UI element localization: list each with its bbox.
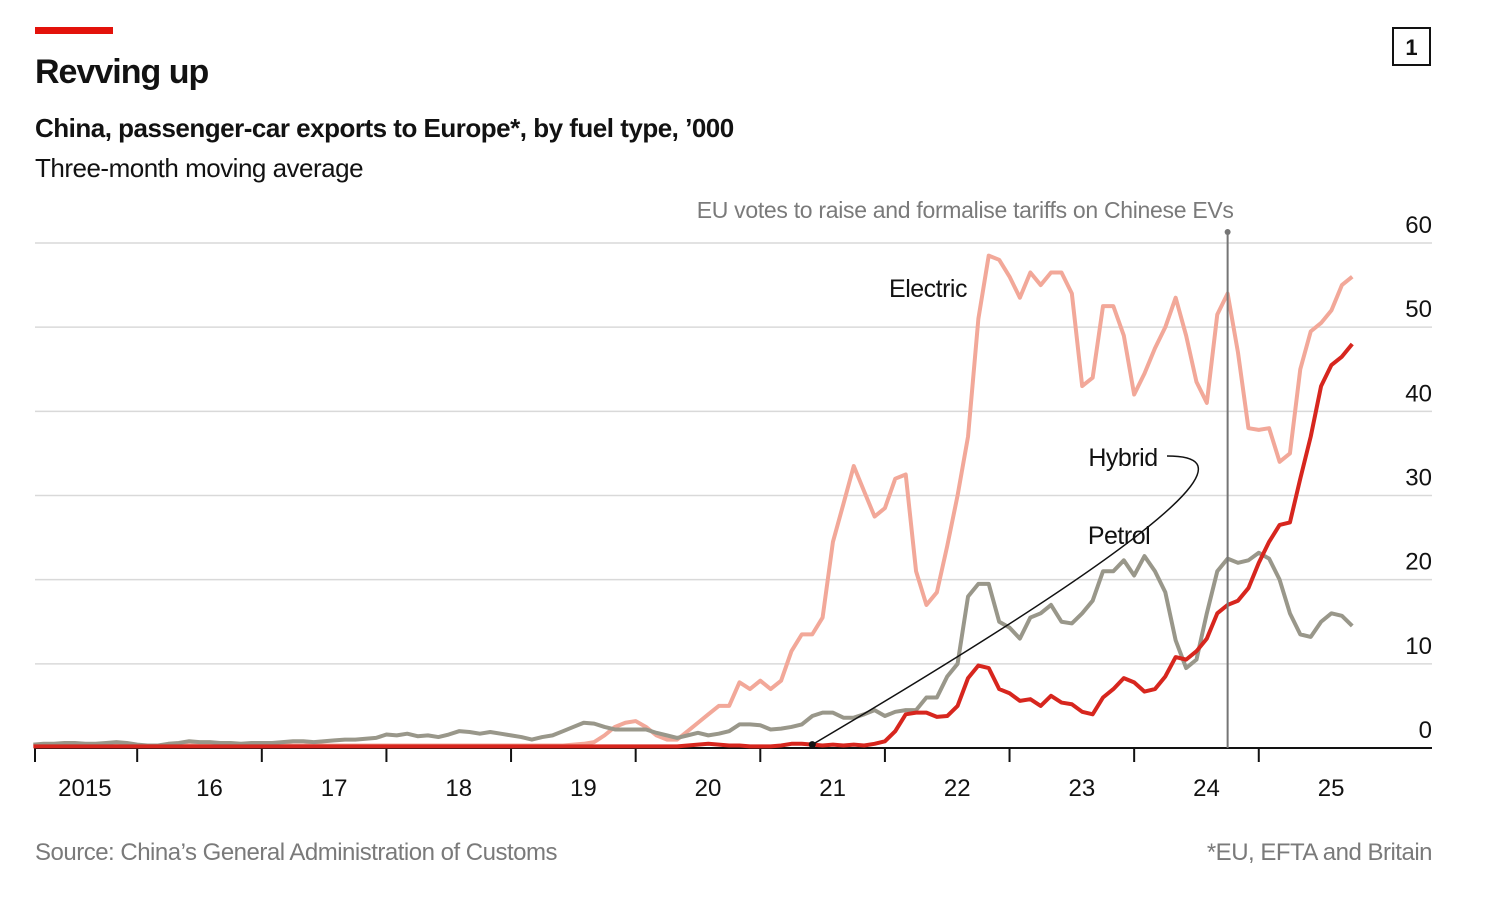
x-tick-label: 2015 [58, 775, 111, 802]
x-tick-label: 20 [695, 775, 722, 802]
y-tick-label: 40 [1405, 380, 1432, 407]
series-label: Electric [889, 275, 967, 303]
y-tick-label: 10 [1405, 633, 1432, 660]
accent-bar [35, 27, 113, 34]
x-tick-label: 19 [570, 775, 597, 802]
series-line [33, 253, 1354, 748]
x-tick-label: 21 [819, 775, 846, 802]
x-tick-label: 17 [321, 775, 348, 802]
x-tick-label: 18 [445, 775, 472, 802]
plot [33, 253, 1354, 749]
x-tick-label: 24 [1193, 775, 1220, 802]
footnote: *EU, EFTA and Britain [1207, 839, 1432, 866]
leader-line [811, 455, 1200, 746]
annotation-dot [1224, 229, 1231, 235]
series-line [33, 342, 1354, 749]
series-line [33, 550, 1354, 748]
x-tick-label: 16 [196, 775, 223, 802]
y-tick-label: 0 [1419, 717, 1432, 744]
source: Source: China’s General Administration o… [35, 839, 557, 866]
chart-subtitle: China, passenger-car exports to Europe*,… [35, 113, 734, 143]
badge: 1 [1405, 35, 1417, 60]
x-tick-label: 22 [944, 775, 971, 802]
overlay: EU votes to raise and formalise tariffs … [697, 197, 1234, 749]
y-tick-label: 60 [1405, 212, 1432, 239]
leader-dot [808, 741, 816, 749]
x-tick-label: 23 [1068, 775, 1095, 802]
chart-note: Three-month moving average [35, 153, 363, 183]
y-tick-label: 50 [1405, 296, 1432, 323]
series-label: Hybrid [1088, 444, 1157, 472]
annotation-text: EU votes to raise and formalise tariffs … [697, 197, 1234, 223]
y-tick-label: 20 [1405, 549, 1432, 576]
badge-box [1392, 27, 1431, 66]
y-tick-label: 30 [1405, 465, 1432, 492]
chart-title: Revving up [35, 53, 208, 91]
x-tick-label: 25 [1318, 775, 1345, 802]
grid: 0 10 20 30 40 50 60 2015 16 17 18 19 20 21 22 23 24 25 [34, 212, 1432, 802]
series-label: Petrol [1088, 522, 1150, 550]
